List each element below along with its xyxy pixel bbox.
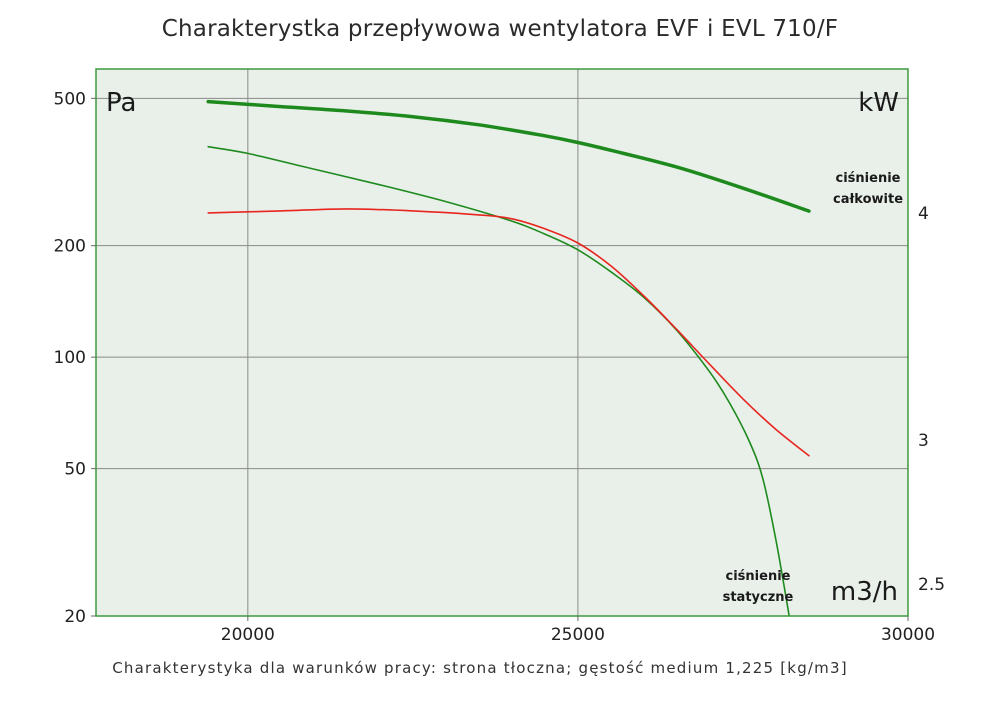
curve-ciśnienie-całkowite <box>206 99 811 213</box>
y-tick-label: 200 <box>54 237 86 257</box>
x-tick-label: 25000 <box>551 625 605 645</box>
x-tick-label: 30000 <box>881 625 935 645</box>
footnote: Charakterystyka dla warunków pracy: stro… <box>112 659 848 677</box>
y2-tick-label: 3 <box>918 431 929 451</box>
y-tick-label: 20 <box>64 607 86 627</box>
curve-ciśnienie-statyczne <box>207 145 790 617</box>
x-axis-unit: m3/h <box>831 577 898 607</box>
y-tick-label: 50 <box>64 460 86 480</box>
total-pressure-label-line2: całkowite <box>833 192 903 207</box>
y2-tick-label: 4 <box>918 204 929 224</box>
grid <box>96 69 908 616</box>
total-pressure-label-line1: ciśnienie <box>836 171 901 186</box>
left-axis-unit: Pa <box>106 88 136 118</box>
y2-tick-label: 2.5 <box>918 575 945 595</box>
x-tick-label: 20000 <box>221 625 275 645</box>
y-tick-label: 500 <box>54 89 86 109</box>
y-tick-label: 100 <box>54 348 86 368</box>
plot-frame <box>95 68 909 617</box>
static-pressure-label-line1: ciśnienie <box>726 569 791 584</box>
plot-area <box>96 69 908 616</box>
right-axis-unit: kW <box>858 88 899 118</box>
curve-moc <box>207 208 810 457</box>
tick-labels: 20000 25000 30000 500 200 100 50 20 4 3 2.5 <box>54 89 946 645</box>
chart-title: Charakterystka przepływowa wentylatora E… <box>161 16 839 42</box>
curves <box>206 99 811 617</box>
static-pressure-label-line2: statyczne <box>723 590 794 605</box>
